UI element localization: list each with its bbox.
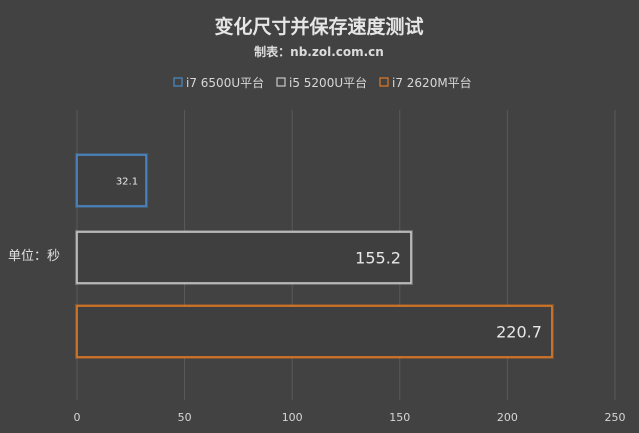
legend-swatch xyxy=(379,77,389,87)
x-tick-label: 0 xyxy=(74,411,81,424)
x-tick-label: 100 xyxy=(282,411,303,424)
legend-label: i7 6500U平台 xyxy=(186,75,264,90)
legend-swatch xyxy=(276,77,286,87)
bars: 32.1 155.2 220.7 xyxy=(75,153,554,359)
chart-title: 变化尺寸并保存速度测试 xyxy=(214,15,423,38)
bar-value-label: 32.1 xyxy=(116,177,138,188)
legend-label: i7 2620M平台 xyxy=(392,75,472,90)
bar-group: 32.1 xyxy=(75,153,149,208)
x-tick-label: 200 xyxy=(497,411,518,424)
y-axis-label: 单位：秒 xyxy=(8,249,60,264)
legend-label: i5 5200U平台 xyxy=(289,75,367,90)
bar-group: 220.7 xyxy=(75,304,554,359)
bar-group: 155.2 xyxy=(75,230,413,285)
legend: i7 6500U平台 i5 5200U平台 i7 2620M平台 xyxy=(173,75,472,90)
bar xyxy=(76,154,147,207)
x-axis-ticks: 0 50 100 150 200 250 xyxy=(74,411,626,424)
bar xyxy=(76,305,553,358)
bar-value-label: 155.2 xyxy=(355,249,401,268)
chart-subtitle: 制表：nb.zol.com.cn xyxy=(254,44,384,59)
x-tick-label: 150 xyxy=(389,411,410,424)
bar xyxy=(76,231,412,284)
x-tick-label: 50 xyxy=(178,411,192,424)
x-tick-label: 250 xyxy=(605,411,626,424)
legend-swatch xyxy=(173,77,183,87)
bar-value-label: 220.7 xyxy=(496,323,542,342)
